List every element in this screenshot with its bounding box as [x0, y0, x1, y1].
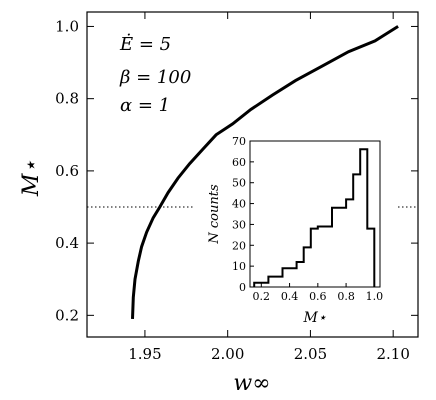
main-y-tick-label: 0.8 — [55, 90, 79, 108]
inset-x-tick-label: 0.6 — [309, 290, 327, 303]
main-y-tick-label: 1.0 — [55, 17, 79, 35]
main-x-tick-label: 2.00 — [211, 345, 244, 363]
main-x-tick-label: 1.95 — [128, 345, 161, 363]
inset-y-tick-label: 40 — [232, 198, 246, 211]
main-series-curve — [131, 25, 399, 319]
inset-y-tick-label: 60 — [232, 156, 246, 169]
inset-y-tick-label: 0 — [239, 281, 246, 294]
main-x-tick-label: 2.10 — [376, 345, 409, 363]
inset-y-tick-label: 10 — [232, 260, 246, 273]
main-y-tick-label: 0.4 — [55, 234, 79, 252]
inset-y-tick-label: 30 — [232, 218, 246, 231]
inset-x-tick-label: 0.4 — [281, 290, 299, 303]
main-y-tick-label: 0.6 — [55, 162, 79, 180]
inset-y-tick-label: 20 — [232, 239, 246, 252]
param-beta: β = 100 — [119, 67, 191, 88]
param-energy: Ė = 5 — [119, 32, 171, 55]
main-tick-labels: 1.95 2.00 2.05 2.10 0.2 0.4 0.6 0.8 1.0 — [55, 17, 410, 363]
main-y-tick-label: 0.2 — [55, 306, 79, 324]
inset-x-tick-label: 1.0 — [366, 290, 384, 303]
inset-y-tick-label: 50 — [232, 177, 246, 190]
main-x-axis-label: w∞ — [233, 371, 270, 396]
inset-y-tick-label: 70 — [232, 135, 246, 148]
param-alpha: α = 1 — [120, 95, 170, 116]
main-plot-frame — [86, 11, 419, 338]
inset-background — [250, 141, 380, 287]
main-axis-ticks — [87, 12, 418, 337]
inset-x-tick-label: 0.8 — [337, 290, 355, 303]
inset-histogram — [253, 148, 376, 287]
inset-x-tick-label: 0.2 — [253, 290, 271, 303]
inset-tick-labels: 0.2 0.4 0.6 0.8 1.0 0 10 20 30 40 50 60 70 — [232, 135, 383, 303]
inset-x-axis-label: M⋆ — [302, 310, 326, 326]
main-x-tick-label: 2.05 — [294, 345, 327, 363]
inset-axis-ticks — [250, 140, 375, 288]
inset-frame — [249, 140, 381, 288]
inset-y-axis-label: N counts — [207, 184, 222, 245]
main-y-axis-label: M⋆ — [19, 160, 44, 198]
